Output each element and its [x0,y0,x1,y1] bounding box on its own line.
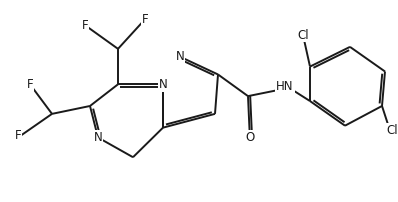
Text: F: F [27,78,33,91]
Text: F: F [142,13,148,26]
Text: F: F [15,129,21,142]
Text: N: N [176,50,184,63]
Text: F: F [82,19,88,32]
Text: Cl: Cl [386,124,398,137]
Text: O: O [246,131,255,144]
Text: N: N [159,78,168,91]
Text: Cl: Cl [297,28,309,42]
Text: HN: HN [276,80,294,93]
Text: N: N [94,131,102,144]
